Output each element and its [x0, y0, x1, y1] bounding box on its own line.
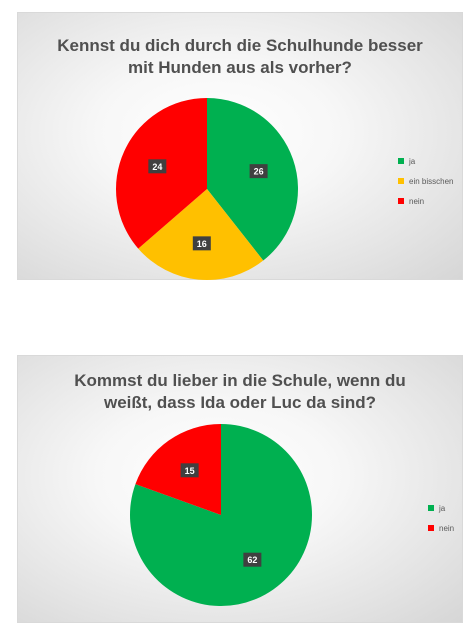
chart-1-legend-swatch-ja	[398, 158, 404, 164]
chart-2-title: Kommst du lieber in die Schule, wenn du …	[18, 370, 462, 414]
chart-1-data-label-box-ja	[249, 164, 268, 179]
chart-1-legend-item-nein: nein	[398, 191, 453, 211]
chart-2-data-label-nein: 15	[180, 463, 199, 478]
chart-1-legend-swatch-nein	[398, 198, 404, 204]
chart-1-title-line-2: mit Hunden aus als vorher?	[128, 58, 352, 77]
chart-1-legend-label-ein-bisschen: ein bisschen	[409, 176, 454, 186]
chart-2-slice-nein	[135, 424, 221, 515]
chart-1-title-line-1: Kennst du dich durch die Schulhunde bess…	[57, 36, 423, 55]
chart-2: Kommst du lieber in die Schule, wenn du …	[17, 355, 463, 623]
chart-2-data-label-box-nein	[180, 463, 199, 478]
chart-1-data-label-text-nein: 24	[152, 162, 162, 172]
chart-2-title-line-1: Kommst du lieber in die Schule, wenn du	[74, 371, 406, 390]
chart-2-slice-ja	[130, 424, 313, 606]
chart-1-legend-item-ja: ja	[398, 151, 453, 171]
chart-2-data-label-text-ja: 62	[247, 555, 257, 565]
chart-2-legend-swatch-nein	[428, 525, 434, 531]
chart-1-data-label-ja: 26	[249, 164, 268, 179]
chart-2-legend: ja nein	[428, 498, 454, 538]
chart-2-title-line-2: weißt, dass Ida oder Luc da sind?	[103, 393, 377, 412]
chart-1-data-label-ein-bisschen: 16	[192, 236, 211, 251]
chart-1-legend-swatch-ein-bisschen	[398, 178, 404, 184]
chart-1-slice-ja	[207, 98, 299, 261]
chart-1-legend-label-nein: nein	[409, 196, 425, 206]
chart-2-legend-item-ja: ja	[428, 498, 454, 518]
chart-1: Kennst du dich durch die Schulhunde bess…	[17, 12, 463, 280]
chart-2-data-label-text-nein: 15	[185, 466, 195, 476]
chart-1-data-label-text-ein-bisschen: 16	[197, 239, 207, 249]
chart-1-legend: ja ein bisschen nein	[398, 151, 453, 211]
chart-1-data-label-box-ein-bisschen	[192, 236, 211, 251]
chart-1-legend-item-ein-bisschen: ein bisschen	[398, 171, 453, 191]
chart-1-data-label-box-nein	[148, 159, 167, 174]
chart-2-legend-swatch-ja	[428, 505, 434, 511]
chart-1-pie: 26 16 24	[115, 98, 299, 280]
chart-2-legend-label-nein: nein	[439, 523, 455, 533]
chart-1-slice-ein-bisschen	[138, 189, 264, 280]
chart-1-legend-label-ja: ja	[409, 156, 416, 166]
chart-1-data-label-text-ja: 26	[254, 167, 264, 177]
chart-1-title: Kennst du dich durch die Schulhunde bess…	[18, 35, 462, 79]
chart-2-data-label-ja: 62	[243, 552, 262, 567]
chart-1-data-label-nein: 24	[148, 159, 167, 174]
chart-2-data-label-box-ja	[243, 552, 262, 567]
chart-2-pie: 62 15	[130, 424, 313, 606]
chart-2-legend-item-nein: nein	[428, 518, 454, 538]
chart-2-legend-label-ja: ja	[439, 503, 446, 513]
